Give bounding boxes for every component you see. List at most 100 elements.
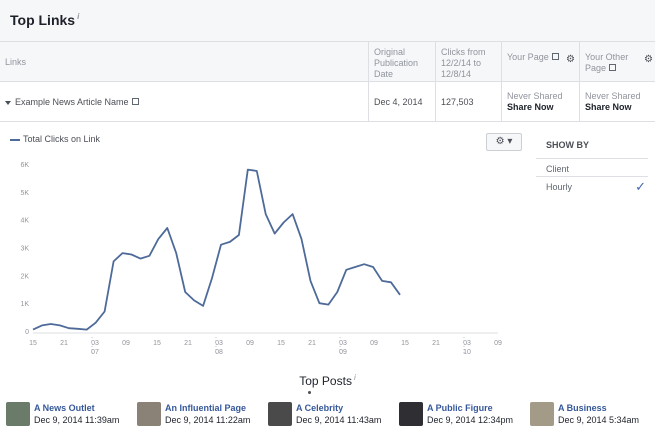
column-divider [501,42,502,122]
x-tick-label: 03 [339,340,347,347]
link-cell: Example News Article Name [0,82,368,122]
y-tick-label: 0 [25,329,29,336]
x-tick-label: 03 [215,340,223,347]
show-by-option-hourly[interactable]: Hourly ✓ [536,176,648,194]
post-thumbnail[interactable] [268,402,292,426]
publication-date-value: Dec 4, 2014 [374,97,423,107]
post-thumbnail[interactable] [6,402,30,426]
your-page-status: Never Shared [507,91,563,101]
page-title-text: Top Links [10,12,76,28]
y-tick-label: 2K [20,273,29,280]
column-divider [368,42,369,122]
post-author[interactable]: An Influential Page [165,403,247,413]
post-author[interactable]: A News Outlet [34,403,95,413]
post-author[interactable]: A Celebrity [296,403,344,413]
info-icon[interactable]: i [77,12,80,22]
top-posts-title: Top Posts i [0,373,655,388]
x-tick-label: 03 [91,340,99,347]
x-tick-label: 09 [122,340,130,347]
info-icon[interactable]: i [353,373,356,382]
post-thumbnail[interactable] [137,402,161,426]
column-header-links[interactable]: Links [0,42,368,82]
carousel-dot[interactable] [308,391,311,394]
post-author[interactable]: A Public Figure [427,403,493,413]
x-tick-label: 15 [153,340,161,347]
your-page-cell: Never Shared Share Now [502,82,579,122]
legend-label: Total Clicks on Link [23,134,101,144]
post-thumbnail[interactable] [399,402,423,426]
gear-icon[interactable]: ⚙ [644,54,653,65]
post-date: Dec 9, 2014 11:22am [165,415,251,425]
y-tick-label: 3K [20,246,29,253]
external-link-icon[interactable] [131,98,139,105]
show-by-option-label: Hourly [546,182,573,192]
x-tick-label: 21 [432,340,440,347]
post-date: Dec 9, 2014 11:39am [34,415,120,425]
show-by-option-client[interactable]: Client [536,158,648,176]
column-header-publication-date-label: Original Publication Date [374,47,419,79]
y-tick-label: 6K [20,162,29,169]
column-header-publication-date[interactable]: Original Publication Date [369,42,435,82]
x-tick-label: 09 [246,340,254,347]
column-divider [435,42,436,122]
y-tick-label: 4K [20,218,29,225]
gear-icon: ⚙ [495,136,505,147]
link-row-label[interactable]: Example News Article Name [5,97,139,107]
column-header-your-other-page-label-wrap: Your Other Page [585,52,645,74]
day-label: 08 [215,349,223,356]
x-tick-label: 09 [494,340,502,347]
day-label: 09 [339,349,347,356]
chevron-down-icon: ▾ [507,136,513,147]
column-header-your-page-label: Your Page [507,52,549,62]
x-tick-label: 21 [184,340,192,347]
external-link-icon [551,53,559,60]
post-thumbnail[interactable] [530,402,554,426]
column-header-links-label: Links [5,57,27,67]
column-header-your-other-page[interactable]: Your Other Page ⚙ [580,42,655,82]
x-tick-label: 21 [308,340,316,347]
link-name[interactable]: Example News Article Name [15,97,129,107]
column-header-your-page[interactable]: Your Page ⚙ [502,42,579,82]
show-by-option-label: Client [546,164,570,174]
chart-legend: Total Clicks on Link [10,134,100,144]
post-author[interactable]: A Business [558,403,607,413]
x-tick-label: 21 [60,340,68,347]
top-links-table: Links Original Publication Date Clicks f… [0,42,655,122]
your-other-page-status: Never Shared [585,91,641,101]
day-label: 10 [463,349,471,356]
series-line-total-clicks [32,168,401,331]
show-by-heading: SHOW BY [546,140,590,150]
x-tick-label: 09 [370,340,378,347]
legend-swatch [10,138,20,141]
your-other-page-share-block: Never Shared Share Now [585,91,641,113]
share-now-link[interactable]: Share Now [507,102,554,112]
column-header-clicks-label: Clicks from 12/2/14 to 12/8/14 [441,47,486,79]
line-chart-svg: 0 1K 2K 3K 4K 5K 6K 15 21 03 09 15 21 03 09 15 21 03 09 15 2… [20,162,502,356]
show-by-panel: SHOW BY Client Hourly ✓ [536,134,648,194]
column-header-your-page-label-wrap: Your Page [507,52,559,63]
column-header-your-other-page-label: Your Other Page [585,52,629,73]
post-date: Dec 9, 2014 11:43am [296,415,382,425]
expand-caret-icon[interactable] [5,100,11,105]
x-tick-label: 15 [401,340,409,347]
share-now-link[interactable]: Share Now [585,102,632,112]
x-tick-label: 15 [277,340,285,347]
clicks-chart: Total Clicks on Link ⚙ ▾ 0 1K 2K 3K 4K 5K 6K 15… [0,123,530,358]
your-page-share-block: Never Shared Share Now [507,91,563,113]
column-header-clicks[interactable]: Clicks from 12/2/14 to 12/8/14 [436,42,501,82]
clicks-cell: 127,503 [436,82,501,122]
y-tick-label: 5K [20,190,29,197]
y-tick-label: 1K [20,301,29,308]
column-divider [579,42,580,122]
checkmark-icon: ✓ [635,179,646,194]
external-link-icon [609,64,617,71]
publication-date-cell: Dec 4, 2014 [369,82,435,122]
gear-icon[interactable]: ⚙ [566,54,575,65]
day-label: 07 [91,349,99,356]
title-bar: Top Links i [0,0,655,42]
top-posts-title-text: Top Posts [299,374,352,388]
chart-settings-button[interactable]: ⚙ ▾ [486,133,522,151]
x-tick-label: 15 [29,340,37,347]
page-title: Top Links i [10,12,79,28]
post-date: Dec 9, 2014 5:34am [558,415,640,425]
